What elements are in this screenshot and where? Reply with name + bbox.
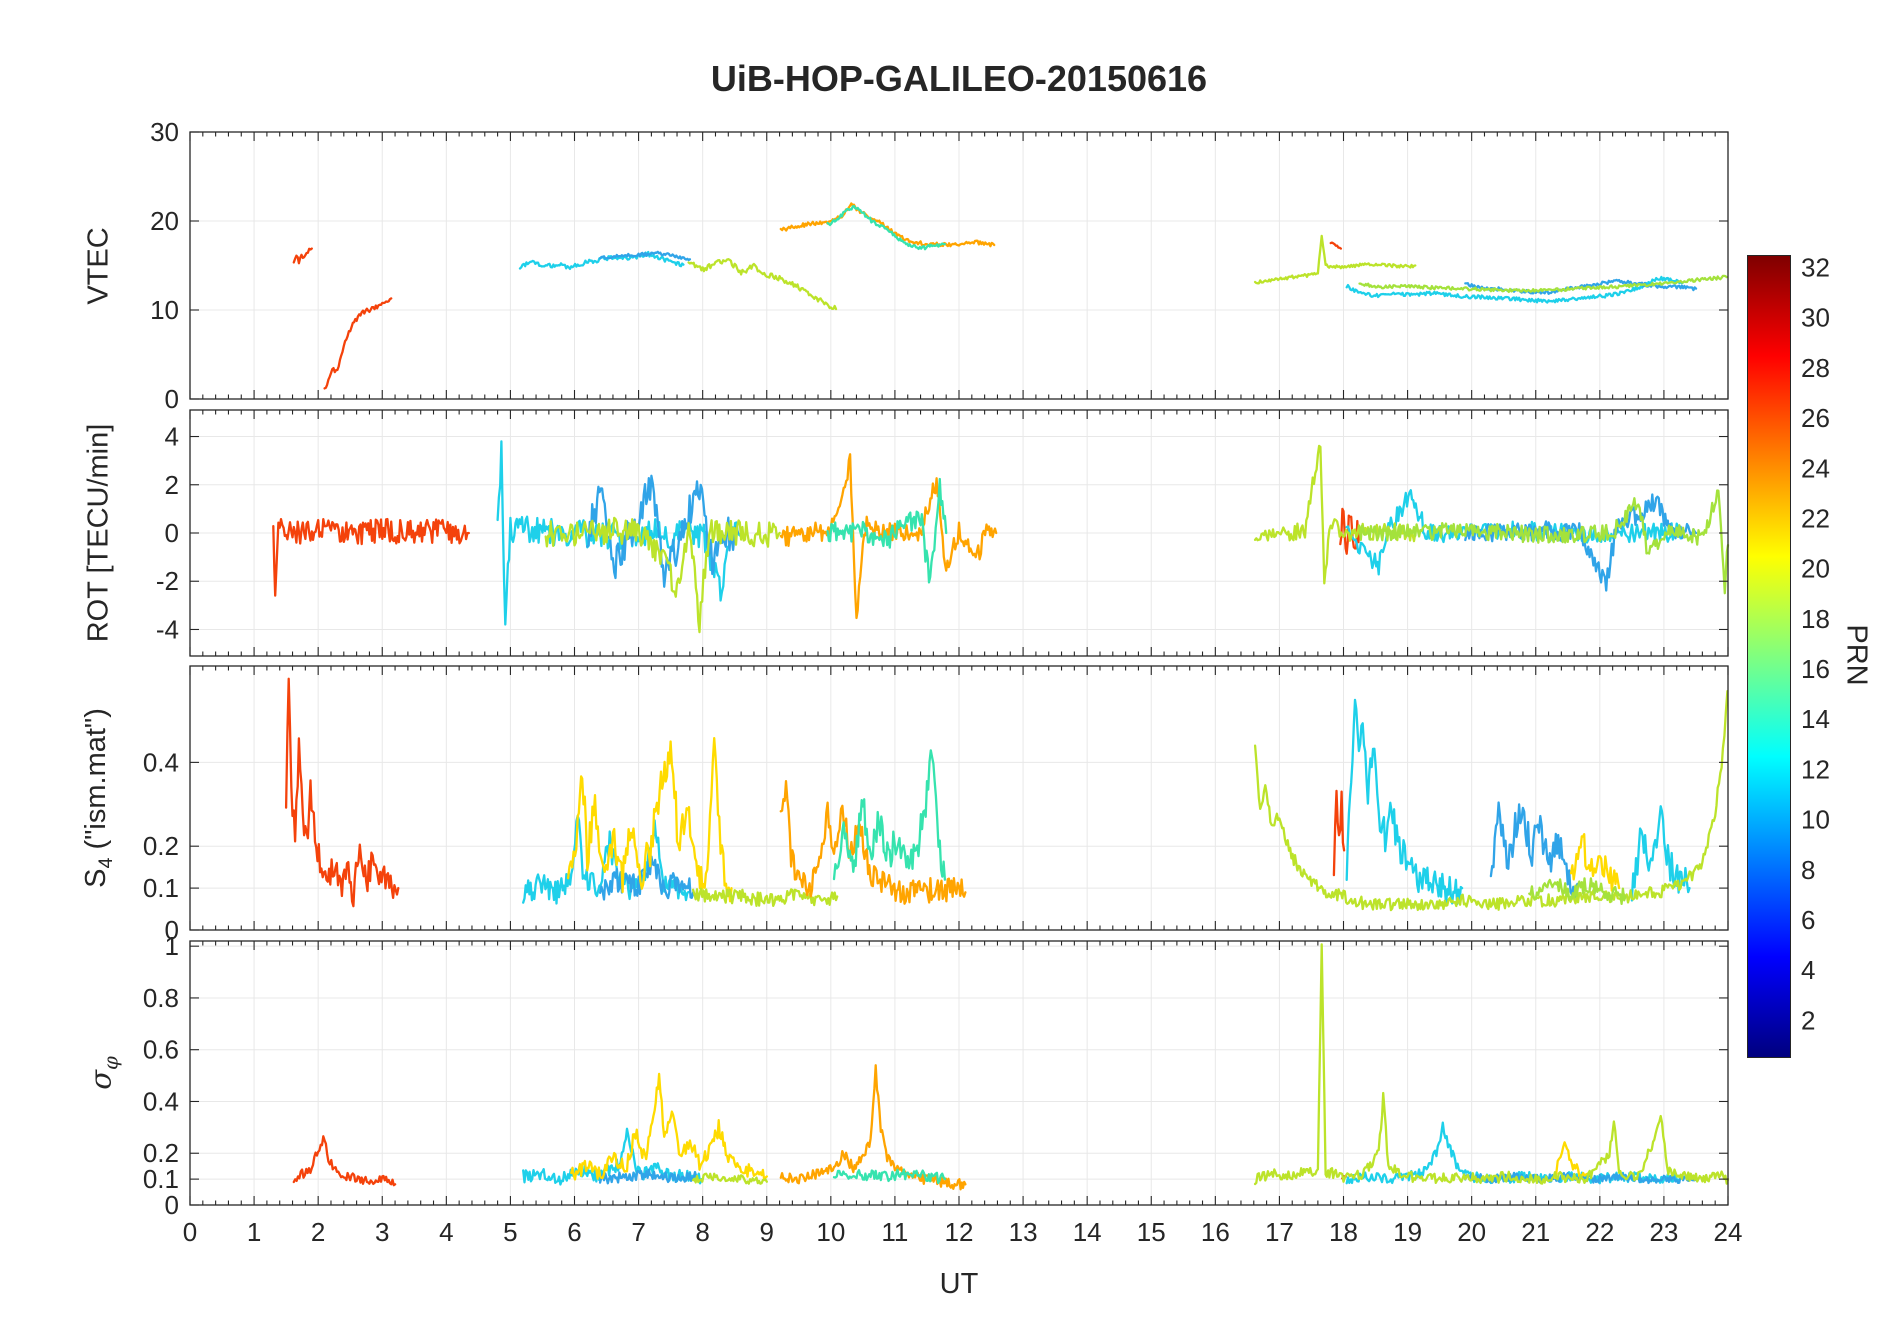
svg-text:22: 22	[1585, 1217, 1614, 1247]
svg-text:3: 3	[375, 1217, 389, 1247]
svg-text:13: 13	[1009, 1217, 1038, 1247]
colorbar	[1747, 255, 1791, 1058]
ylabel-vtec: VTEC	[82, 227, 115, 305]
svg-text:22: 22	[1801, 503, 1830, 533]
xlabel-ut: UT	[939, 1268, 979, 1300]
svg-text:9: 9	[760, 1217, 774, 1247]
ylabel-s4: S4 ("ism.mat")	[80, 708, 117, 888]
svg-text:0: 0	[183, 1217, 197, 1247]
svg-text:0.8: 0.8	[143, 983, 179, 1013]
svg-text:10: 10	[816, 1217, 845, 1247]
svg-text:18: 18	[1329, 1217, 1358, 1247]
svg-text:20: 20	[150, 206, 179, 236]
svg-text:19: 19	[1393, 1217, 1422, 1247]
svg-text:0.2: 0.2	[143, 831, 179, 861]
svg-text:0: 0	[165, 915, 179, 945]
svg-text:12: 12	[1801, 754, 1830, 784]
svg-text:16: 16	[1801, 654, 1830, 684]
svg-text:24: 24	[1714, 1217, 1743, 1247]
svg-text:30: 30	[1801, 303, 1830, 333]
svg-text:8: 8	[1801, 855, 1815, 885]
svg-text:17: 17	[1265, 1217, 1294, 1247]
svg-text:4: 4	[165, 422, 179, 452]
svg-text:2: 2	[1801, 1005, 1815, 1035]
colorbar-label: PRN	[1840, 624, 1873, 686]
svg-text:10: 10	[1801, 805, 1830, 835]
svg-text:18: 18	[1801, 604, 1830, 634]
svg-text:20: 20	[1457, 1217, 1486, 1247]
svg-text:11: 11	[881, 1217, 908, 1247]
svg-text:21: 21	[1521, 1217, 1550, 1247]
svg-text:0.1: 0.1	[143, 873, 179, 903]
svg-text:32: 32	[1801, 253, 1830, 283]
svg-text:1: 1	[247, 1217, 261, 1247]
svg-text:28: 28	[1801, 353, 1830, 383]
svg-text:0.1: 0.1	[143, 1164, 179, 1194]
svg-text:8: 8	[695, 1217, 709, 1247]
svg-text:10: 10	[150, 295, 179, 325]
svg-text:0: 0	[165, 518, 179, 548]
chart-title: UiB-HOP-GALILEO-20150616	[710, 58, 1208, 99]
svg-text:0: 0	[165, 384, 179, 414]
svg-text:16: 16	[1201, 1217, 1230, 1247]
svg-text:30: 30	[150, 117, 179, 147]
svg-text:5: 5	[503, 1217, 517, 1247]
svg-text:7: 7	[631, 1217, 645, 1247]
svg-text:4: 4	[1801, 955, 1815, 985]
ylabel-sigma-phi: σφ	[83, 1056, 123, 1090]
svg-text:2: 2	[311, 1217, 325, 1247]
svg-text:12: 12	[945, 1217, 974, 1247]
svg-text:4: 4	[439, 1217, 453, 1247]
svg-text:6: 6	[1801, 905, 1815, 935]
ylabel-rot: ROT [TECU/min]	[82, 423, 115, 643]
svg-text:6: 6	[567, 1217, 581, 1247]
svg-text:15: 15	[1137, 1217, 1166, 1247]
svg-text:0.4: 0.4	[143, 1086, 179, 1116]
svg-text:14: 14	[1801, 704, 1830, 734]
svg-text:1: 1	[165, 931, 179, 961]
svg-text:0.6: 0.6	[143, 1035, 179, 1065]
svg-text:14: 14	[1073, 1217, 1102, 1247]
svg-text:24: 24	[1801, 453, 1830, 483]
svg-text:0: 0	[165, 1190, 179, 1220]
svg-text:2: 2	[165, 470, 179, 500]
svg-text:20: 20	[1801, 554, 1830, 584]
svg-text:-4: -4	[156, 614, 179, 644]
svg-text:23: 23	[1649, 1217, 1678, 1247]
svg-text:26: 26	[1801, 403, 1830, 433]
svg-text:-2: -2	[156, 566, 179, 596]
svg-text:0.2: 0.2	[143, 1138, 179, 1168]
svg-text:0.4: 0.4	[143, 747, 179, 777]
